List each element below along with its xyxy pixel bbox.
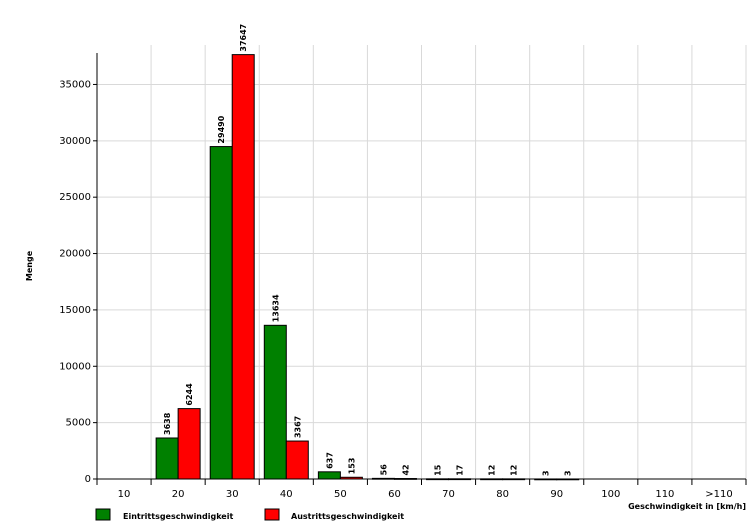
y-tick-label: 0 [85,474,91,485]
x-tick-label: 10 [118,489,131,500]
bar-austritt-20 [177,408,201,480]
grid-lines [97,45,747,479]
x-axis-label: Geschwindigkeit in [km/h] [628,502,746,511]
y-axis-label: Menge [25,250,34,281]
y-tick-label: 25000 [59,192,91,203]
x-tick-label: 40 [280,489,293,500]
legend: Eintrittsgeschwindigkeit Austrittsgeschw… [95,508,404,521]
value-label: 13634 [271,294,280,322]
y-tick-label: 10000 [59,361,91,372]
x-tick-label: 90 [550,489,563,500]
bar-eintritt-50 [317,471,341,480]
bar-austritt-30 [231,54,255,480]
value-label: 17 [456,465,465,476]
legend-label-austritt: Austrittsgeschwindigkeit [291,512,404,521]
x-tick-label: 50 [334,489,347,500]
y-tick-label: 5000 [66,418,91,429]
y-tick-label: 20000 [59,249,91,260]
value-labels: 3638 29490 13634 637 56 15 12 3 6244 37647 3367 153… [163,24,573,476]
y-tick-label: 15000 [59,305,91,316]
value-label: 3367 [293,416,302,438]
axes: 0 5000 10000 15000 20000 25000 30000 35000 10 20 3… [59,53,747,500]
legend-swatch-austritt [264,508,280,521]
value-label: 6244 [185,383,194,406]
y-tick-label: 30000 [59,136,91,147]
y-tick-label: 35000 [59,79,91,90]
value-label: 3 [564,470,573,476]
value-label: 56 [379,464,388,476]
x-tick-label: 110 [655,489,674,500]
bar-eintritt-40 [263,324,287,480]
x-tick-label: 70 [442,489,455,500]
value-label: 3 [542,470,551,476]
x-tick-label: >110 [705,489,732,500]
value-label: 153 [347,458,356,475]
bar-eintritt-30 [209,146,233,480]
bar-austritt-40 [285,440,309,480]
bars [155,54,580,481]
bar-eintritt-20 [155,437,179,480]
x-tick-label: 100 [601,489,620,500]
x-tick-label: 20 [172,489,185,500]
x-tick-label: 80 [496,489,509,500]
x-tick-label: 30 [226,489,239,500]
value-label: 12 [510,465,519,476]
value-label: 15 [434,464,443,476]
value-label: 42 [401,464,410,475]
value-label: 12 [488,465,497,476]
legend-label-eintritt: Eintrittsgeschwindigkeit [123,512,233,521]
value-label: 37647 [239,24,248,52]
legend-swatch-eintritt [95,508,111,521]
value-label: 29490 [217,115,226,143]
value-label: 637 [325,452,334,469]
value-label: 3638 [163,412,172,435]
x-tick-label: 60 [388,489,401,500]
